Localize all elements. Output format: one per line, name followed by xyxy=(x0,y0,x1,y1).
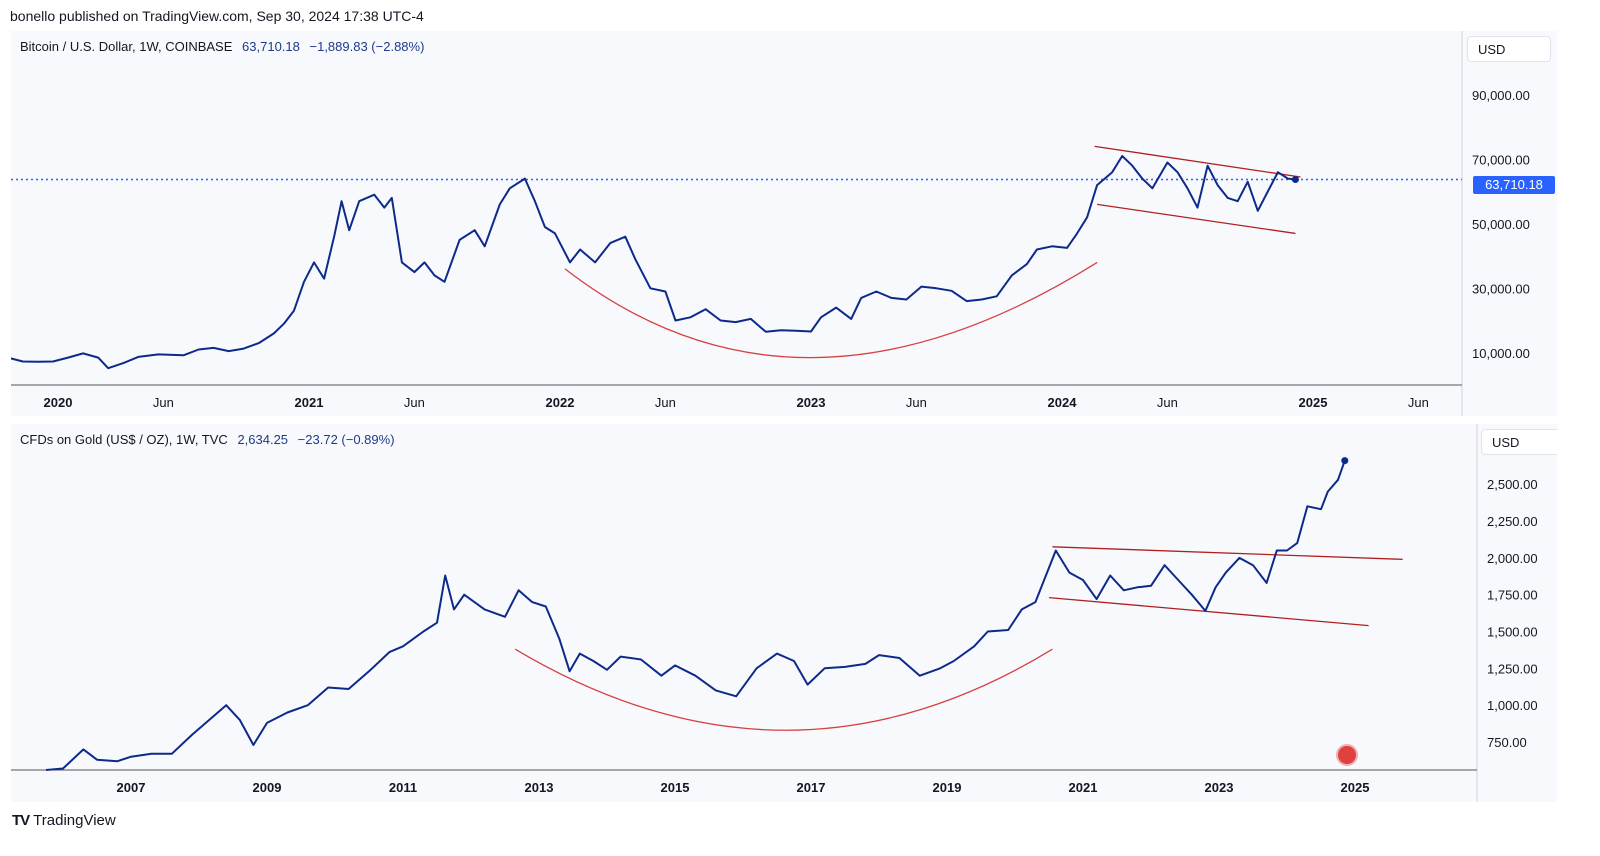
gold-x-tick-label: 2007 xyxy=(117,780,146,795)
footer-brand[interactable]: TradingView xyxy=(33,812,116,829)
gold-last-price: 2,634.25 xyxy=(237,432,289,447)
bitcoin-x-tick-label: 2020 xyxy=(44,395,73,410)
gold-x-tick-label: 2009 xyxy=(253,780,282,795)
gold-chart-panel[interactable]: 2,500.00 2,250.00 2,000.00 1,750.00 1,500.00… xyxy=(11,424,1557,802)
gold-y-tick-label: 1,750.00 xyxy=(1487,588,1538,603)
bitcoin-y-tick-label: 30,000.00 xyxy=(1472,281,1530,296)
gold-y-tick-label: 1,250.00 xyxy=(1487,661,1538,676)
gold-x-tick-label: 2013 xyxy=(525,780,554,795)
bitcoin-last-point xyxy=(1291,176,1299,184)
bitcoin-x-tick-label: 2024 xyxy=(1048,395,1078,410)
us-flag-event-icon[interactable] xyxy=(1336,744,1358,766)
bitcoin-x-tick-label: Jun xyxy=(404,395,425,410)
gold-curve-annotation xyxy=(514,648,1053,731)
gold-y-tick-label: 2,500.00 xyxy=(1487,477,1538,492)
bitcoin-channel-line-lower xyxy=(1097,203,1296,235)
bitcoin-currency-button[interactable]: USD xyxy=(1467,36,1551,62)
gold-chart-svg[interactable]: 2,500.00 2,250.00 2,000.00 1,750.00 1,500.00… xyxy=(11,424,1557,802)
bitcoin-x-tick-label: 2023 xyxy=(797,395,826,410)
bitcoin-y-tick-label: 50,000.00 xyxy=(1472,217,1530,232)
gold-legend: CFDs on Gold (US$ / OZ), 1W, TVC 2,634.2… xyxy=(20,432,395,447)
bitcoin-x-tick-label: 2022 xyxy=(546,395,575,410)
gold-x-tick-label: 2015 xyxy=(661,780,690,795)
gold-x-tick-label: 2025 xyxy=(1341,780,1370,795)
gold-y-tick-label: 2,250.00 xyxy=(1487,514,1538,529)
tradingview-logo-icon[interactable]: TV xyxy=(12,812,30,829)
gold-y-tick-label: 2,000.00 xyxy=(1487,551,1538,566)
bitcoin-price-line xyxy=(11,155,1296,370)
gold-price-line xyxy=(45,460,1346,771)
bitcoin-price-tag: 63,710.18 xyxy=(1473,176,1555,194)
gold-symbol: CFDs on Gold (US$ / OZ), 1W, TVC xyxy=(20,432,228,447)
bitcoin-x-tick-label: 2021 xyxy=(295,395,324,410)
gold-y-tick-label: 1,000.00 xyxy=(1487,698,1538,713)
bitcoin-x-tick-label: Jun xyxy=(655,395,676,410)
bitcoin-last-price: 63,710.18 xyxy=(242,39,300,54)
bitcoin-y-tick-label: 10,000.00 xyxy=(1472,346,1530,361)
bitcoin-chart-svg[interactable]: 90,000.00 70,000.00 50,000.00 30,000.00 10,0… xyxy=(11,31,1557,416)
gold-change: −23.72 (−0.89%) xyxy=(297,432,395,447)
bitcoin-x-tick-label: 2025 xyxy=(1299,395,1328,410)
gold-x-tick-label: 2021 xyxy=(1069,780,1098,795)
bitcoin-x-tick-label: Jun xyxy=(1408,395,1429,410)
bitcoin-x-tick-label: Jun xyxy=(1157,395,1178,410)
bitcoin-curve-annotation xyxy=(564,261,1098,359)
gold-y-tick-label: 750.00 xyxy=(1487,735,1527,750)
bitcoin-x-tick-label: Jun xyxy=(153,395,174,410)
bitcoin-symbol: Bitcoin / U.S. Dollar, 1W, COINBASE xyxy=(20,39,233,54)
gold-channel-line-upper xyxy=(1052,546,1403,560)
bitcoin-y-tick-label: 70,000.00 xyxy=(1472,152,1530,167)
bitcoin-x-tick-label: Jun xyxy=(906,395,927,410)
gold-y-tick-label: 1,500.00 xyxy=(1487,625,1538,640)
gold-channel-line-lower xyxy=(1048,596,1369,627)
bitcoin-channel-line-upper xyxy=(1094,145,1301,178)
gold-last-point xyxy=(1341,457,1349,465)
gold-x-tick-label: 2019 xyxy=(933,780,962,795)
gold-x-tick-label: 2017 xyxy=(797,780,826,795)
bitcoin-change: −1,889.83 (−2.88%) xyxy=(309,39,425,54)
gold-currency-button[interactable]: USD xyxy=(1481,429,1557,455)
bitcoin-chart-panel[interactable]: 90,000.00 70,000.00 50,000.00 30,000.00 10,0… xyxy=(11,31,1557,416)
bitcoin-legend: Bitcoin / U.S. Dollar, 1W, COINBASE 63,7… xyxy=(20,39,424,54)
bitcoin-y-tick-label: 90,000.00 xyxy=(1472,88,1530,103)
gold-x-tick-label: 2023 xyxy=(1205,780,1234,795)
footer: TV TradingView xyxy=(12,812,116,829)
publisher-header: bonello published on TradingView.com, Se… xyxy=(10,8,424,24)
gold-x-tick-label: 2011 xyxy=(389,780,417,795)
